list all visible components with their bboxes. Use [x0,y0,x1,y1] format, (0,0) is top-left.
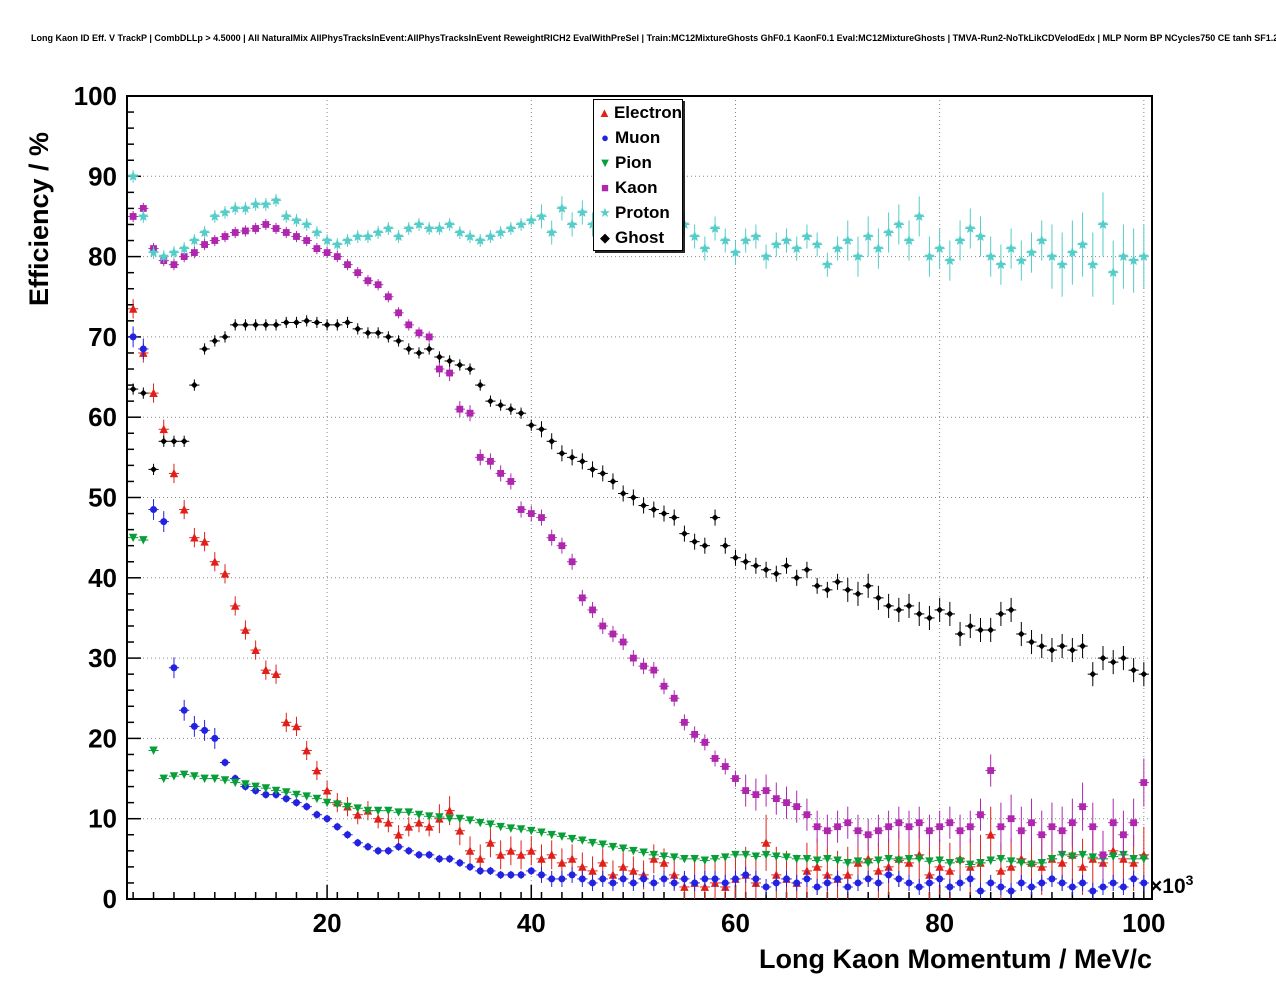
x-tick-label: 80 [925,908,954,938]
plot-title: Long Kaon ID Eff. V TrackP | CombDLLp > … [31,33,1276,43]
x-axis-title: Long Kaon Momentum / MeV/c [758,944,1152,974]
proton-marker-icon: ★ [599,205,611,220]
y-tick-label: 30 [88,643,117,673]
y-tick-label: 90 [88,161,117,191]
y-tick-label: 0 [103,884,117,914]
y-tick-label: 10 [88,804,117,834]
x-axis-exponent: ×103 [1150,872,1193,899]
legend-item-kaon: ■ Kaon [594,175,682,200]
x-tick-label: 40 [517,908,546,938]
electron-marker-icon: ▲ [598,105,611,120]
y-axis-title: Efficiency / % [24,131,54,306]
legend-label: Kaon [615,177,658,197]
y-tick-label: 40 [88,563,117,593]
series-proton [127,169,1150,305]
y-tick-label: 50 [88,483,117,513]
series-electron [128,299,1149,899]
legend-label: Pion [615,152,652,172]
exponent-base: ×10 [1150,875,1186,898]
legend-label: Muon [615,127,661,147]
legend-label: Ghost [615,227,665,247]
legend-item-pion: ▼ Pion [594,150,682,175]
muon-marker-icon: ● [601,130,609,145]
series-kaon [128,202,1149,879]
pion-marker-icon: ▼ [598,155,612,170]
legend-item-electron: ▲ Electron [594,100,682,125]
ghost-marker-icon: ◆ [600,230,610,245]
legend-label: Electron [613,102,682,122]
legend-item-muon: ● Muon [594,125,682,150]
legend: ▲ Electron ● Muon ▼ Pion ■ Kaon ★ Proton ◆ Ghost [593,99,683,251]
y-tick-label: 80 [88,242,117,272]
kaon-marker-icon: ■ [601,180,609,195]
y-tick-label: 70 [88,322,117,352]
x-tick-label: 100 [1122,908,1165,938]
x-tick-label: 20 [313,908,342,938]
y-tick-label: 100 [74,81,117,111]
series-ghost [128,315,1149,687]
y-tick-label: 20 [88,723,117,753]
series-muon [128,326,1149,899]
tick-labels: 0 10 20 30 40 50 60 70 80 90 100 20 40 60 80 100 [74,81,1166,938]
x-tick-label: 60 [721,908,750,938]
legend-item-ghost: ◆ Ghost [594,225,682,250]
legend-item-proton: ★ Proton [594,200,682,225]
y-tick-label: 60 [88,402,117,432]
legend-label: Proton [615,202,670,222]
exponent-sup: 3 [1185,872,1194,888]
